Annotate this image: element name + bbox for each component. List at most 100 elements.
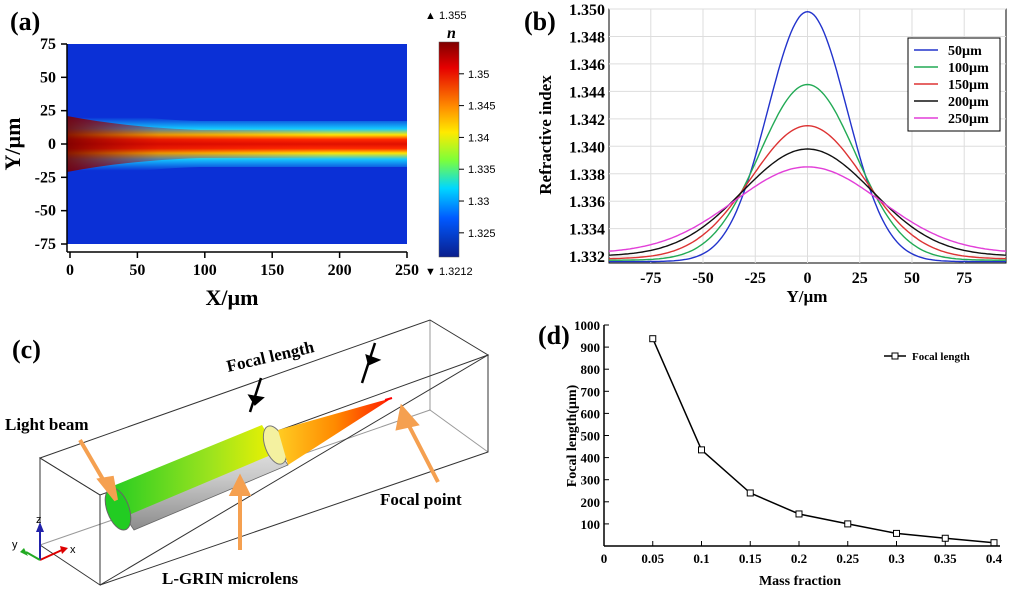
panel-b-label: (b) xyxy=(524,7,556,36)
b-series-line xyxy=(609,83,1006,261)
d-y-tick-label: 1000 xyxy=(574,318,600,333)
axis-z-label: z xyxy=(36,514,42,526)
d-series-line xyxy=(652,338,995,544)
b-legend-label: 50µm xyxy=(948,44,982,59)
d-x-label: Mass fraction xyxy=(759,574,841,589)
b-y-ticks: 1.350 1.348 1.346 1.344 1.342 1.340 1.338 1.336… xyxy=(569,2,605,266)
b-y-tick-label: 1.338 xyxy=(569,167,605,184)
colorbar-tick-label: 1.325 xyxy=(468,228,496,240)
d-y-tick-label: 200 xyxy=(581,495,601,510)
colorbar-min: ▼ 1.3212 xyxy=(425,266,473,278)
b-legend-label: 200µm xyxy=(948,95,989,110)
b-series-line xyxy=(608,166,1007,252)
b-series-line xyxy=(609,10,1006,263)
heatmap xyxy=(67,44,407,244)
colorbar-tick-label: 1.33 xyxy=(468,196,489,208)
d-y-tick-label: 800 xyxy=(581,362,601,377)
d-data-point xyxy=(795,510,803,518)
d-y-tick-label: 700 xyxy=(581,384,601,399)
axis-triad: x z y xyxy=(12,514,76,561)
a-y-tick-label: 0 xyxy=(48,136,56,153)
b-legend-label: 150µm xyxy=(948,78,989,93)
d-x-tick-label: 0 xyxy=(601,551,608,566)
focal-length-markers xyxy=(247,342,382,413)
d-data-point xyxy=(698,446,705,454)
axis-y-label: y xyxy=(12,539,18,551)
panel-c: (c) Focal length Light beam Focal p xyxy=(5,319,490,588)
b-x-tick-label: 25 xyxy=(852,270,868,287)
d-y-tick-label: 100 xyxy=(581,517,601,532)
d-data-point xyxy=(844,520,852,528)
a-x-tick-label: 150 xyxy=(260,262,284,279)
b-x-ticks: -75 -50 -25 0 25 50 75 xyxy=(640,270,972,287)
d-x-tick-label: 0.4 xyxy=(986,551,1003,566)
d-data-point xyxy=(649,335,657,343)
d-data-point xyxy=(990,539,998,547)
colorbar-ticks: 1.35 1.345 1.34 1.335 1.33 1.325 xyxy=(459,69,496,240)
d-y-tick-label: 300 xyxy=(581,473,601,488)
colorbar-max: ▲ 1.355 xyxy=(425,10,466,22)
a-y-label: Y/µm xyxy=(0,117,25,170)
a-x-label: X/µm xyxy=(205,285,258,310)
a-x-tick-label: 200 xyxy=(328,262,352,279)
b-x-tick-label: -75 xyxy=(640,270,661,287)
d-data-point xyxy=(893,529,900,537)
b-x-tick-label: 75 xyxy=(956,270,972,287)
a-y-tick-label: 25 xyxy=(40,103,56,120)
panel-d-label: (d) xyxy=(538,321,570,350)
d-x-ticks: 0 0.05 0.1 0.15 0.2 0.25 0.3 0.35 0.4 xyxy=(601,541,1003,566)
d-y-tick-label: 600 xyxy=(581,406,601,421)
b-y-tick-label: 1.344 xyxy=(569,84,605,101)
b-x-tick-label: -25 xyxy=(745,270,766,287)
d-x-tick-label: 0.05 xyxy=(641,551,664,566)
microlens-label: L-GRIN microlens xyxy=(162,569,299,588)
b-y-tick-label: 1.346 xyxy=(569,57,605,74)
b-y-tick-label: 1.350 xyxy=(569,2,605,19)
light-beam-label: Light beam xyxy=(5,415,89,434)
a-y-ticks: 75 50 25 0 -25 -50 -75 xyxy=(35,36,67,253)
d-y-label: Focal length(µm) xyxy=(565,384,580,487)
b-series-line xyxy=(609,124,1006,260)
b-legend-items: 50µm 100µm 150µm 200µm 250µm xyxy=(914,44,989,127)
focal-point-marker xyxy=(384,397,393,401)
a-y-tick-label: -75 xyxy=(35,236,56,253)
d-x-tick-label: 0.25 xyxy=(836,551,859,566)
a-x-ticks: 0 50 100 150 200 250 xyxy=(66,252,419,279)
d-x-tick-label: 0.2 xyxy=(791,551,807,566)
d-data-point xyxy=(746,489,754,497)
panel-a-label: (a) xyxy=(10,7,40,36)
d-data-point xyxy=(941,534,949,542)
b-y-tick-label: 1.340 xyxy=(569,139,605,156)
panel-c-label: (c) xyxy=(12,335,41,364)
b-y-tick-label: 1.342 xyxy=(569,112,605,129)
a-x-tick-label: 250 xyxy=(395,262,419,279)
a-y-tick-label: 75 xyxy=(40,36,56,53)
b-x-label: Y/µm xyxy=(787,287,828,306)
annotation-arrows xyxy=(78,403,440,550)
b-y-label: Refractive index xyxy=(536,75,555,195)
d-legend: Focal length xyxy=(884,351,970,363)
panel-b: (b) -75 -50 -25 0 25 50 75 1.350 1.348 1.346 1.34… xyxy=(524,2,1007,306)
a-y-tick-label: -50 xyxy=(35,203,56,220)
d-x-tick-label: 0.15 xyxy=(739,551,762,566)
d-y-ticks: 1000 900 800 700 600 500 400 300 200 100 xyxy=(574,318,609,532)
d-y-tick-label: 400 xyxy=(581,451,601,466)
focal-point-label: Focal point xyxy=(380,490,462,509)
colorbar-tick-label: 1.35 xyxy=(468,69,489,81)
focusing-cone xyxy=(278,398,392,465)
a-x-tick-label: 100 xyxy=(193,262,217,279)
focal-length-label: Focal length xyxy=(225,337,317,376)
b-legend-label: 250µm xyxy=(948,112,989,127)
d-y-tick-label: 500 xyxy=(581,429,601,444)
d-x-tick-label: 0.3 xyxy=(888,551,905,566)
colorbar-tick-label: 1.34 xyxy=(468,132,489,144)
b-x-tick-label: 0 xyxy=(804,270,812,287)
colorbar-title: n xyxy=(447,25,456,42)
a-x-tick-label: 0 xyxy=(66,262,74,279)
a-y-tick-label: 50 xyxy=(40,69,56,86)
d-series xyxy=(649,335,998,547)
l-grin-microlens xyxy=(104,425,289,531)
b-legend-label: 100µm xyxy=(948,61,989,76)
